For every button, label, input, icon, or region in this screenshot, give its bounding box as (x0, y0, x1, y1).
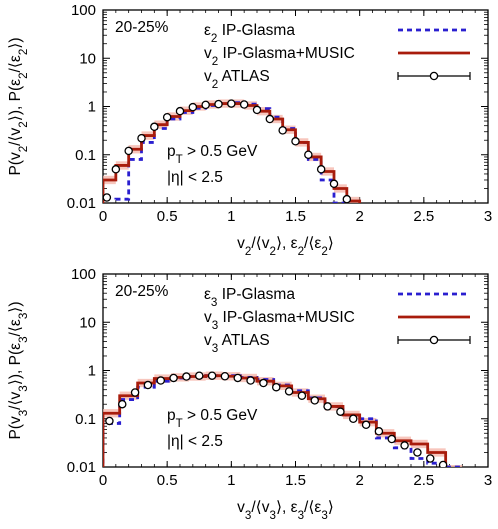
y-tick-label: 100 (71, 2, 96, 19)
x-tick-label: 2.5 (413, 208, 434, 225)
atlas-point (150, 122, 159, 132)
y-tick-label: 1 (88, 363, 96, 380)
atlas-point (227, 99, 236, 108)
atlas-point (175, 106, 185, 116)
uncertainty-band (445, 465, 463, 467)
x-axis-label: v3/⟨v3⟩, ε3/⟨ε3⟩ (237, 499, 334, 522)
bottom-panel: 0 0.5 1 1.5 2 2.5 3 0.01 0.1 1 10 100 v3/⟨v3⟩, ε3/⟨ε… (7, 266, 492, 522)
atlas-point (188, 102, 198, 112)
atlas-point (194, 371, 204, 380)
legend-label: v2 IP-Glasma+MUSIC (204, 45, 355, 68)
y-tick-label: 10 (79, 314, 96, 331)
atlas-point (105, 416, 114, 426)
atlas-point (207, 371, 217, 380)
y-tick-label: 0.1 (75, 147, 96, 164)
plot-frame (102, 273, 489, 468)
legend-swatch-atlas-marker (429, 71, 439, 81)
atlas-point (214, 99, 223, 109)
atlas-point (291, 137, 300, 146)
atlas-point (336, 407, 345, 416)
y-tick-label: 0.01 (67, 195, 96, 212)
x-tick-label: 1.5 (285, 472, 306, 489)
y-axis-label: P(v2/⟨v2⟩), P(ε2/⟨ε2⟩) (7, 37, 30, 175)
atlas-point (348, 414, 358, 423)
legend-label: v3 IP-Glasma+MUSIC (204, 309, 355, 332)
x-tick-label: 2 (355, 208, 363, 225)
atlas-point (342, 194, 352, 203)
eta-cut-annotation: |η| < 2.5 (167, 169, 223, 186)
pt-cut-annotation: pT > 0.5 GeV (167, 407, 258, 430)
atlas-point (413, 448, 422, 457)
x-tick-label: 2 (355, 472, 363, 489)
atlas-point (169, 373, 178, 383)
atlas-point (233, 373, 242, 383)
atlas-point (103, 193, 112, 202)
x-axis-label: v2/⟨v2⟩, ε2/⟨ε2⟩ (237, 235, 334, 258)
atlas-point (143, 380, 153, 390)
y-tick-label: 10 (79, 50, 96, 67)
atlas-point (310, 396, 319, 405)
legend-swatch-atlas-marker (429, 335, 439, 345)
pt-cut-annotation: pT > 0.5 GeV (167, 143, 258, 166)
atlas-point (278, 126, 287, 135)
atlas-point (374, 427, 384, 436)
atlas-point (438, 460, 448, 467)
y-axis-label: P(v3/⟨v3⟩), P(ε3/⟨ε3⟩) (7, 301, 30, 439)
atlas-point (316, 165, 326, 174)
top-panel: 0 0.5 1 1.5 2 2.5 3 0.01 0.1 1 10 100 v2/⟨v2⟩, ε2/⟨ε… (7, 2, 492, 258)
atlas-point (252, 105, 262, 115)
legend-label: v2 ATLAS (204, 68, 270, 91)
atlas-point (130, 388, 140, 397)
x-tick-label: 2.5 (413, 472, 434, 489)
atlas-point (111, 165, 121, 174)
y-tick-label: 100 (71, 266, 96, 283)
atlas-point (118, 399, 127, 409)
x-tick-label: 0.5 (157, 208, 178, 225)
atlas-point (361, 420, 371, 430)
y-tick-label: 0.1 (75, 411, 96, 428)
atlas-point (265, 114, 275, 124)
y-tick-label: 1 (88, 99, 96, 116)
legend-label: ε2 IP-Glasma (204, 22, 295, 45)
atlas-point (246, 376, 255, 385)
atlas-point (182, 372, 191, 381)
atlas-point (425, 454, 435, 463)
atlas-point (239, 100, 249, 109)
atlas-point (400, 441, 409, 450)
plot-frame (102, 9, 489, 204)
centrality-label: 20-25% (115, 283, 169, 300)
atlas-point (304, 150, 313, 159)
x-tick-label: 1 (227, 472, 235, 489)
eta-cut-annotation: |η| < 2.5 (167, 433, 223, 450)
atlas-point (220, 372, 230, 381)
atlas-point (162, 112, 172, 122)
atlas-point (137, 133, 146, 143)
atlas-point (329, 179, 339, 189)
atlas-point (201, 100, 210, 110)
atlas-point (387, 434, 396, 444)
x-tick-label: 1 (227, 208, 235, 225)
atlas-point (323, 402, 332, 411)
legend-label: v3 ATLAS (204, 332, 270, 355)
atlas-point (156, 376, 165, 385)
x-tick-label: 3 (484, 208, 492, 225)
legend-label: ε3 IP-Glasma (204, 286, 295, 309)
atlas-point (259, 378, 268, 388)
x-tick-label: 0 (99, 472, 107, 489)
x-tick-label: 1.5 (285, 208, 306, 225)
y-tick-label: 0.01 (67, 459, 96, 476)
centrality-label: 20-25% (115, 19, 169, 36)
x-tick-label: 0.5 (157, 472, 178, 489)
x-tick-label: 0 (99, 208, 107, 225)
atlas-point (284, 387, 294, 396)
atlas-point (271, 382, 281, 392)
atlas-point (124, 146, 133, 156)
atlas-point (297, 391, 307, 400)
x-tick-label: 3 (484, 472, 492, 489)
